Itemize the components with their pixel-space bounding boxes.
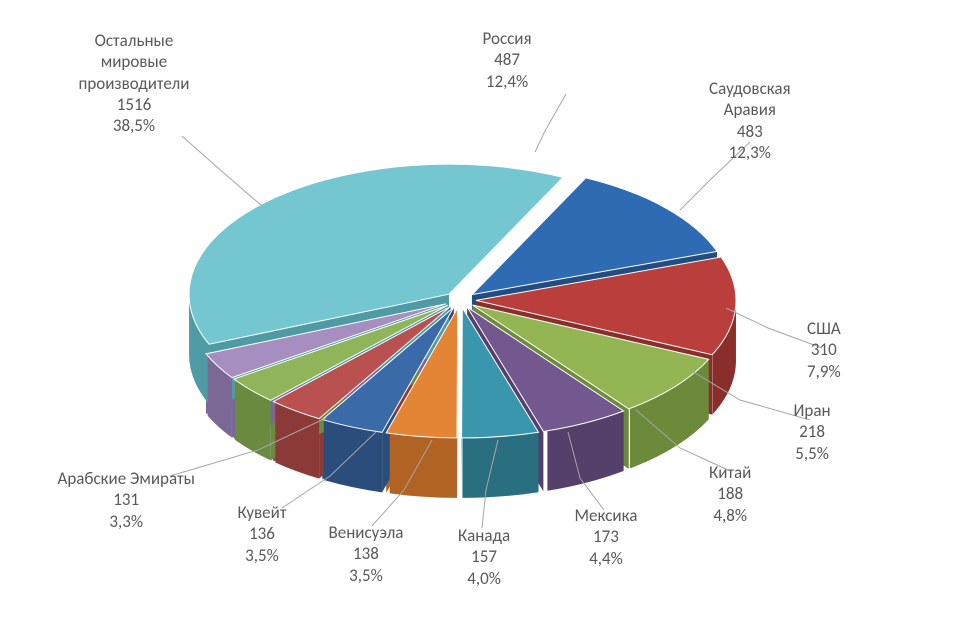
pie-chart-3d: Россия48712,4% СаудовскаяАравия48312,3% СШ… — [0, 0, 976, 631]
slice-label: Канада1574,0% — [458, 525, 510, 589]
slice-label: США3107,9% — [807, 318, 841, 382]
slice-label: Арабские Эмираты1313,3% — [58, 468, 195, 532]
slice-label: Венисуэла1383,5% — [329, 522, 404, 586]
slice-label: Остальныемировыепроизводители151638,5% — [79, 30, 190, 136]
slice-label: Россия48712,4% — [483, 28, 532, 92]
slice-label: Кувейт1363,5% — [238, 502, 287, 566]
slice-label: СаудовскаяАравия48312,3% — [709, 78, 791, 163]
slice-label: Иран2185,5% — [794, 400, 831, 464]
slice-label: Китай1884,8% — [709, 462, 751, 526]
slice-label: Мексика1734,4% — [575, 505, 638, 569]
